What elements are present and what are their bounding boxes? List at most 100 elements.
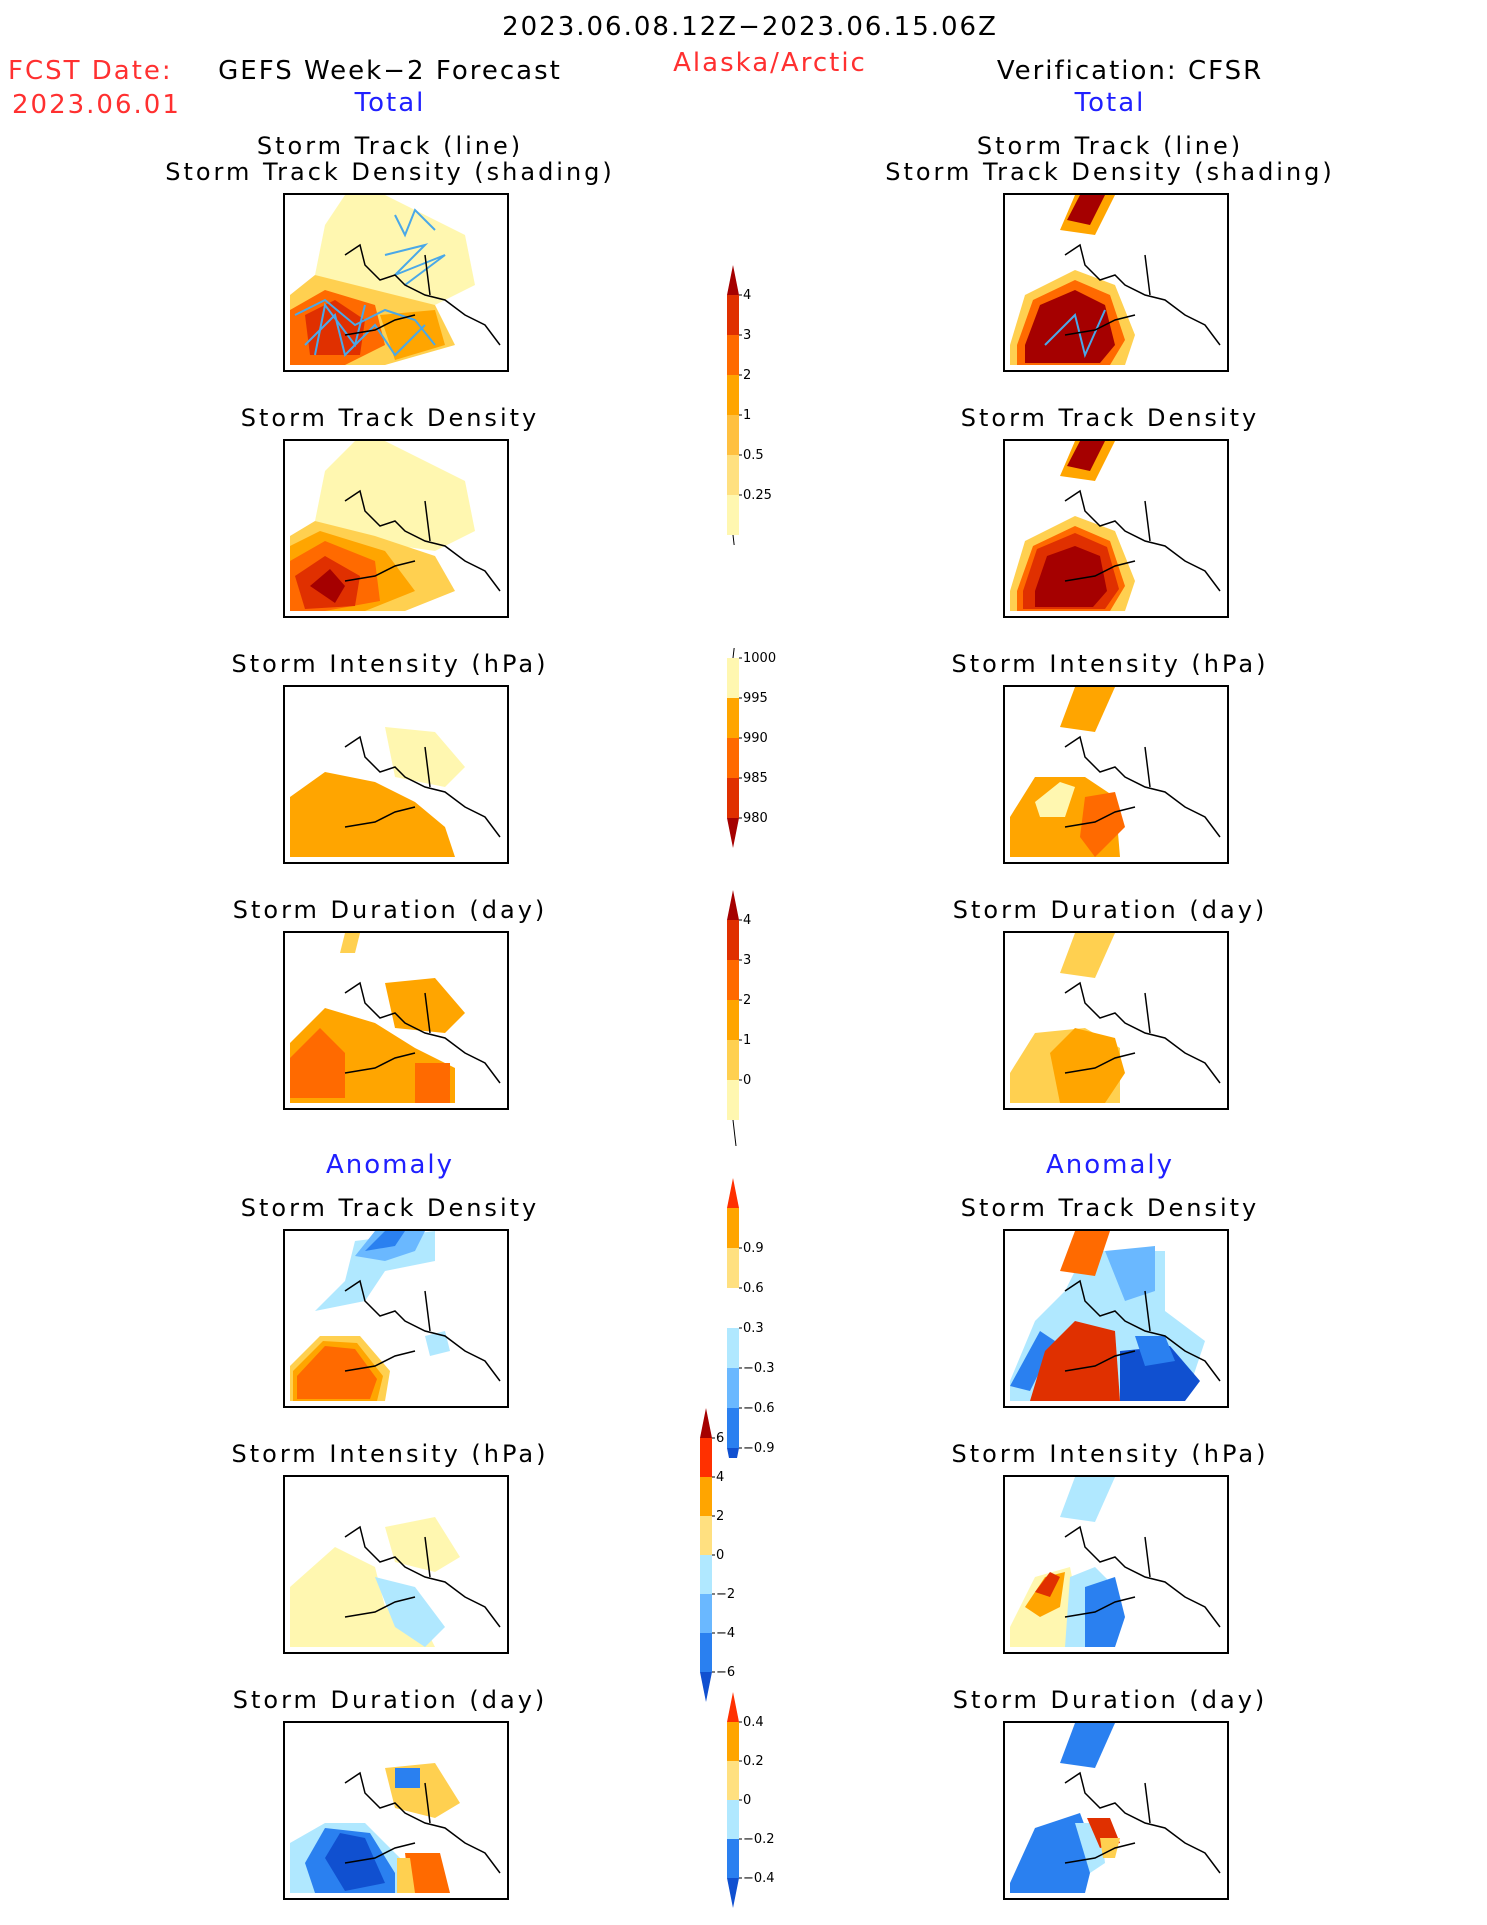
colorbar-tick-label: 4 <box>743 288 751 303</box>
colorbar-tick-label: 1 <box>743 408 751 423</box>
colorbar-tick-label: −4 <box>716 1626 735 1641</box>
left-track-shading-title: Storm Track Density (shading) <box>165 158 615 186</box>
map-verification-anomaly-density <box>1003 1229 1229 1408</box>
colorbar-segment <box>727 1000 739 1040</box>
colorbar-tick-label: 3 <box>743 328 751 343</box>
colorbar-tip-max <box>727 890 739 920</box>
right-track-line-title: Storm Track (line) <box>976 132 1244 160</box>
colorbar-tip-min <box>727 1448 739 1458</box>
left-total-label: Total <box>354 88 426 118</box>
colorbar-segment <box>700 1555 712 1594</box>
colorbar-tick-label: 995 <box>743 691 768 706</box>
colorbar-segment <box>727 1328 739 1368</box>
map-forecast-duration <box>283 931 509 1110</box>
colorbar-tick-label: 2 <box>743 368 751 383</box>
colorbar-tick-label: 2 <box>716 1509 724 1524</box>
map-forecast-anomaly-intensity <box>283 1475 509 1654</box>
map-verification-density <box>1003 439 1229 618</box>
colorbar-segment <box>727 1208 739 1248</box>
map-forecast-anomaly-duration <box>283 1721 509 1900</box>
colorbar-segment <box>727 1408 739 1448</box>
colorbar-segment <box>727 1368 739 1408</box>
colorbar-tick-label: 990 <box>743 731 768 746</box>
map-forecast-intensity <box>283 685 509 864</box>
right-density-title: Storm Track Density <box>960 404 1260 432</box>
colorbar-tick-label: 0.5 <box>743 448 764 463</box>
left-anomaly-label: Anomaly <box>325 1150 455 1180</box>
colorbar-tick-label: 0.4 <box>743 1715 764 1730</box>
colorbar-tick-label: −0.2 <box>743 1832 775 1847</box>
fcst-date: 2023.06.01 <box>12 90 181 120</box>
colorbar-segment <box>727 960 739 1000</box>
colorbar-tick-label: −0.3 <box>743 1361 775 1376</box>
colorbar-tick-label: 0 <box>743 1073 751 1088</box>
colorbar-density-anomaly: −0.9 −0.6 −0.3 0.3 0.6 0.9 <box>727 1178 775 1458</box>
colorbar-tip-max <box>727 265 739 295</box>
colorbar-tick-label: −0.9 <box>743 1441 775 1456</box>
colorbar-segment <box>727 1800 739 1839</box>
colorbar-segment <box>727 1040 739 1080</box>
colorbar-tick-label: 4 <box>716 1470 724 1485</box>
right-duration-title: Storm Duration (day) <box>952 896 1268 924</box>
map-forecast-track <box>283 193 509 372</box>
colorbar-tick-label: 0.3 <box>743 1321 764 1336</box>
colorbar-segment <box>727 415 739 455</box>
map-forecast-density <box>283 439 509 618</box>
colorbar-tick-label: 0 <box>716 1548 724 1563</box>
colorbar-intensity: 980 985 990 995 1000 <box>727 648 776 848</box>
colorbar-end-line <box>732 648 735 659</box>
left-duration-title: Storm Duration (day) <box>232 896 548 924</box>
colorbar-density: 0.25 0.5 1 2 3 4 <box>727 265 772 545</box>
colorbar-segment <box>727 455 739 495</box>
colorbar-tick-label: −2 <box>716 1587 735 1602</box>
colorbar-tick-label: 0.2 <box>743 1754 764 1769</box>
left-anomaly-intensity-title: Storm Intensity (hPa) <box>231 1440 549 1468</box>
colorbar-segment <box>727 1839 739 1878</box>
field-pale <box>315 195 475 305</box>
colorbar-tick-label: 2 <box>743 993 751 1008</box>
colorbar-tip-min <box>727 1878 739 1908</box>
coastline <box>344 243 501 346</box>
colorbar-tick-label: 0 <box>743 1793 751 1808</box>
colorbar-segment <box>700 1477 712 1516</box>
colorbar-tick-label: −6 <box>716 1665 735 1680</box>
field-darkred <box>305 300 365 355</box>
left-anomaly-density-title: Storm Track Density <box>240 1194 540 1222</box>
map-forecast-anomaly-density <box>283 1229 509 1408</box>
colorbar-tick-label: 1 <box>743 1033 751 1048</box>
colorbar-tip-max <box>727 1178 739 1208</box>
right-anomaly-duration-title: Storm Duration (day) <box>952 1686 1268 1714</box>
colorbar-segment <box>727 495 739 535</box>
colorbar-segment <box>727 1248 739 1288</box>
fcst-label: FCST Date: <box>8 56 173 86</box>
colorbar-tip-max <box>727 1692 739 1722</box>
colorbar-tip-min <box>700 1672 712 1702</box>
colorbar-tick-label: −0.4 <box>743 1871 775 1886</box>
track-lines <box>294 208 446 357</box>
right-anomaly-label: Anomaly <box>1045 1150 1175 1180</box>
colorbar-segment <box>727 1722 739 1761</box>
colorbar-segment <box>727 698 739 738</box>
colorbar-tick-label: 980 <box>743 811 768 826</box>
colorbar-tick-label: 985 <box>743 771 768 786</box>
colorbar-tick-label: 0.9 <box>743 1241 764 1256</box>
colorbar-segment <box>727 1080 739 1120</box>
colorbar-segment <box>727 1761 739 1800</box>
colorbar-tip-max <box>700 1408 712 1438</box>
right-model-title: Verification: CFSR <box>996 56 1264 86</box>
colorbar-tick-label: 0.6 <box>743 1281 764 1296</box>
left-intensity-title: Storm Intensity (hPa) <box>231 650 549 678</box>
map-verification-duration <box>1003 931 1229 1110</box>
colorbar-segment <box>727 738 739 778</box>
colorbar-segment <box>700 1594 712 1633</box>
colorbar-segment <box>727 1288 739 1328</box>
right-total-label: Total <box>1074 88 1146 118</box>
map-verification-intensity <box>1003 685 1229 864</box>
left-model-title: GEFS Week−2 Forecast <box>218 56 562 86</box>
colorbar-tick-label: 0.25 <box>743 488 772 503</box>
colorbar-end-line <box>732 1119 737 1147</box>
colorbar-segment <box>727 375 739 415</box>
colorbar-tick-label: 3 <box>743 953 751 968</box>
right-anomaly-density-title: Storm Track Density <box>960 1194 1260 1222</box>
right-intensity-title: Storm Intensity (hPa) <box>951 650 1269 678</box>
